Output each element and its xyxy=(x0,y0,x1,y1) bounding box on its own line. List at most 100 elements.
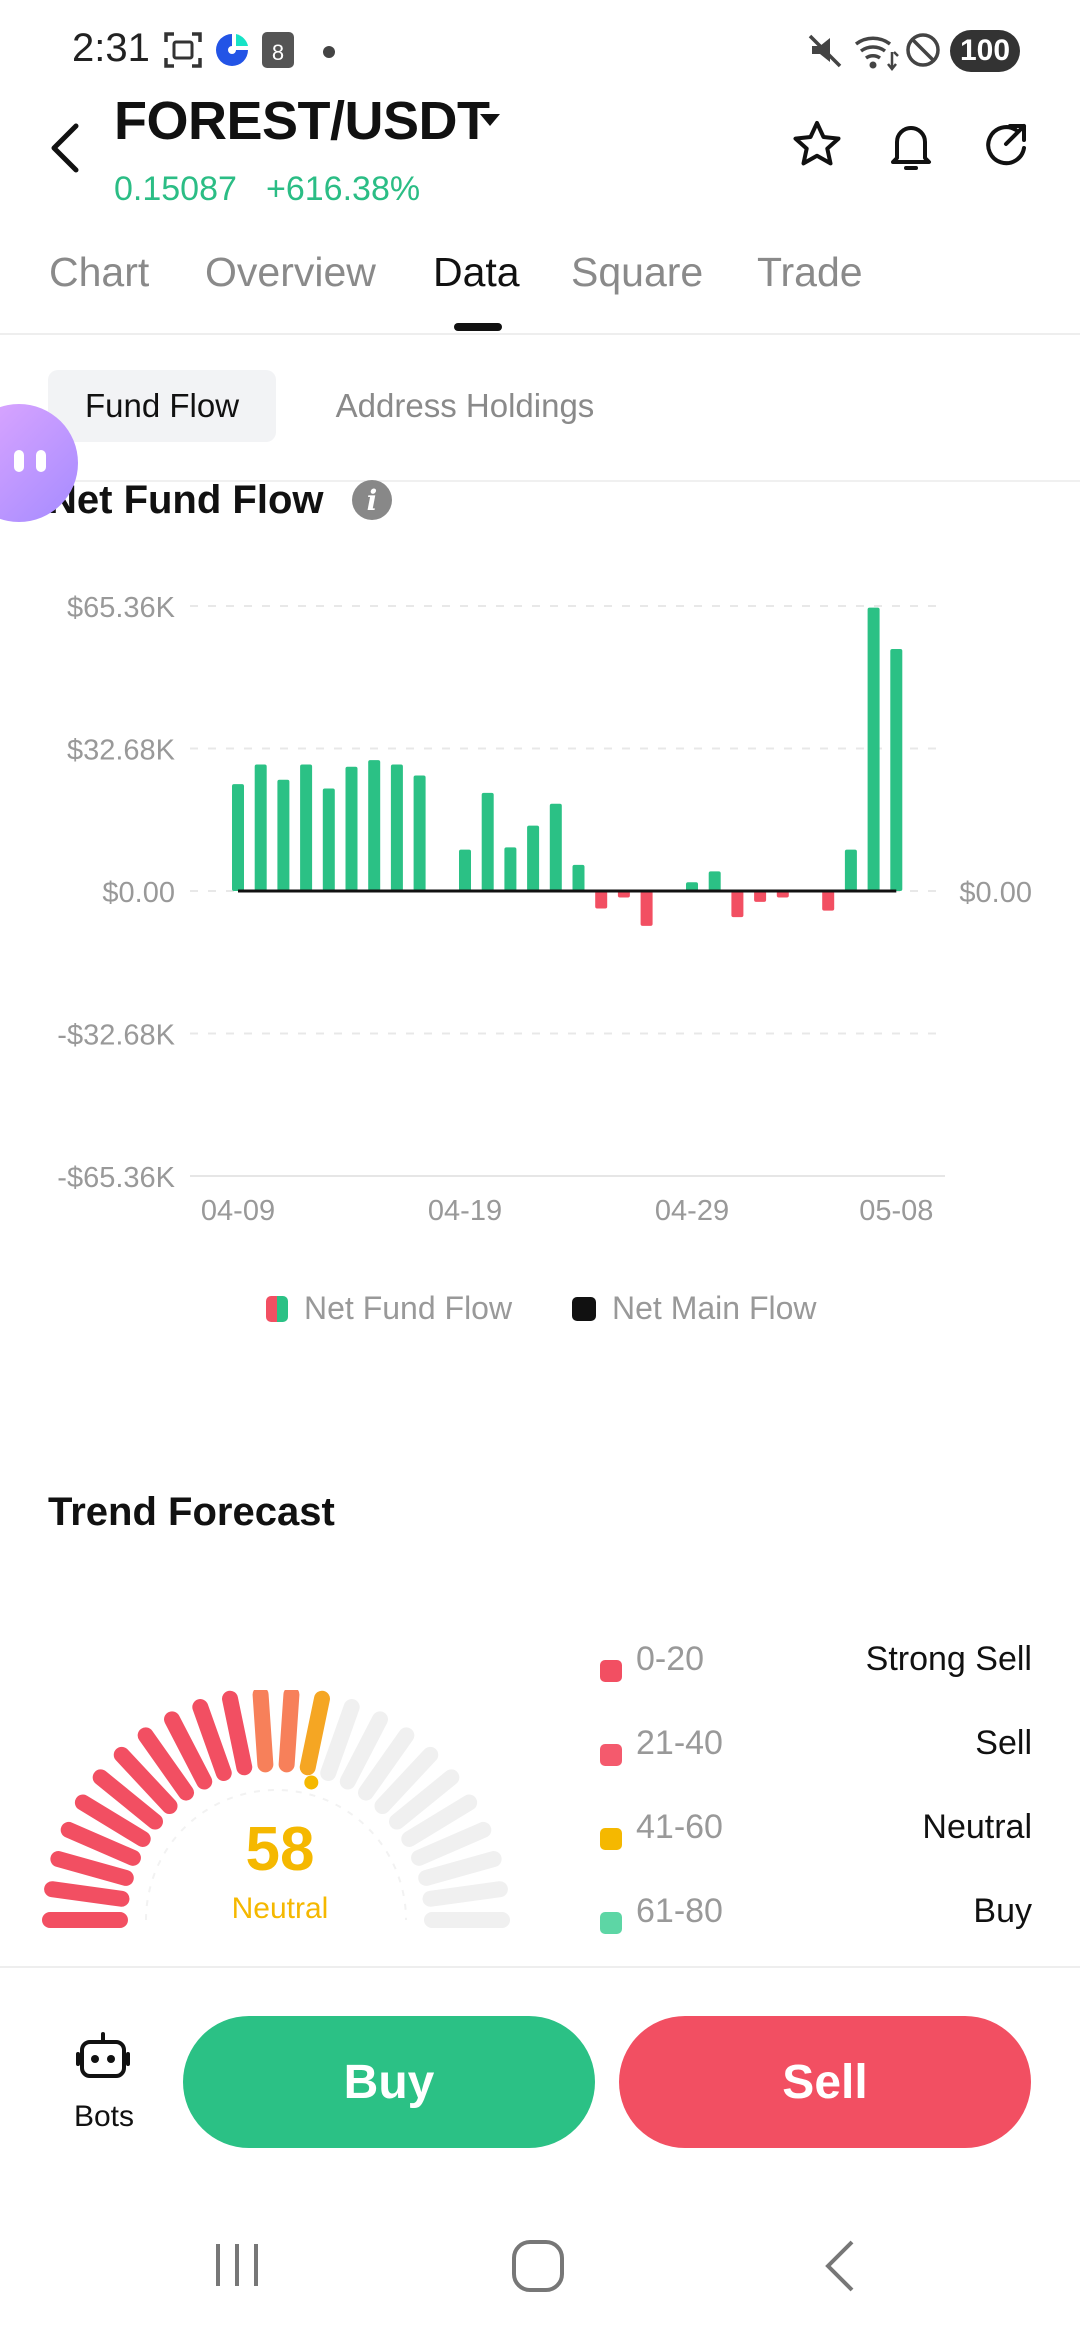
bar-05-01[interactable] xyxy=(731,891,744,918)
bar-05-03[interactable] xyxy=(776,891,789,898)
active-tab-indicator xyxy=(454,323,502,331)
y-tick-label: $65.36K xyxy=(67,592,176,624)
gauge-inner-arc xyxy=(145,1789,407,1921)
notification-dot xyxy=(323,46,335,58)
trend-gauge xyxy=(42,1690,510,1928)
status-bar: 2:31 8 100 xyxy=(0,0,1080,100)
bar-04-09[interactable] xyxy=(232,784,244,891)
info-icon[interactable]: i xyxy=(352,480,392,520)
gauge-tick xyxy=(192,1699,232,1782)
subtab-fund-flow[interactable]: Fund Flow xyxy=(48,370,276,442)
gauge-tick xyxy=(164,1711,213,1790)
bar-04-21[interactable] xyxy=(504,847,517,891)
gauge-tick xyxy=(320,1699,360,1782)
gauge-tick xyxy=(44,1881,130,1907)
tab-data[interactable]: Data xyxy=(433,249,520,295)
bar-04-23[interactable] xyxy=(549,803,562,891)
recent-apps-icon[interactable] xyxy=(212,2240,262,2290)
x-tick-label: 04-19 xyxy=(428,1195,502,1227)
tab-trade[interactable]: Trade xyxy=(757,249,863,295)
trend-score: 58 xyxy=(245,1815,315,1884)
home-icon[interactable] xyxy=(510,2238,566,2294)
legend-label-net-main-flow: Net Main Flow xyxy=(612,1290,817,1326)
range-rating: Neutral xyxy=(922,1808,1032,1846)
bar-04-29[interactable] xyxy=(686,882,698,891)
gauge-tick xyxy=(222,1690,253,1776)
share-icon[interactable] xyxy=(980,118,1034,172)
gauge-tick xyxy=(418,1851,502,1886)
bar-04-12[interactable] xyxy=(300,764,313,891)
net-fund-flow-chart: $65.36K $32.68K $0.00 -$32.68K -$65.36K $0.00… xyxy=(57,592,1032,1227)
legend-net-main-flow[interactable]: Net Main Flow xyxy=(572,1290,817,1327)
bar-04-22[interactable] xyxy=(527,825,540,891)
range-rating: Sell xyxy=(975,1724,1032,1762)
y-tick-label: $0.00 xyxy=(102,877,175,909)
trend-rating: Neutral xyxy=(231,1892,329,1925)
legend-label-net-fund-flow: Net Fund Flow xyxy=(304,1290,513,1326)
bar-04-20[interactable] xyxy=(481,792,494,891)
sell-button[interactable]: Sell xyxy=(619,2016,1031,2148)
main-tabs: Chart Overview Data Square Trade xyxy=(0,245,1080,335)
range-value: 61-80 xyxy=(636,1892,723,1930)
x-tick-label: 05-08 xyxy=(859,1195,933,1227)
tab-overview[interactable]: Overview xyxy=(205,249,376,295)
range-rating: Strong Sell xyxy=(865,1640,1032,1678)
gauge-tick xyxy=(252,1690,274,1773)
pair-title[interactable]: FOREST/USDT xyxy=(114,91,490,151)
tab-chart[interactable]: Chart xyxy=(49,249,150,295)
range-value: 41-60 xyxy=(636,1808,723,1846)
range-swatch xyxy=(600,1828,622,1850)
bar-05-05[interactable] xyxy=(822,891,835,911)
bar-04-25[interactable] xyxy=(595,891,608,909)
bar-04-13[interactable] xyxy=(322,788,335,891)
bots-label[interactable]: Bots xyxy=(73,2100,135,2133)
right-axis-tick-label: $0.00 xyxy=(959,877,1032,909)
gauge-tick xyxy=(74,1794,151,1847)
bar-05-02[interactable] xyxy=(754,891,767,902)
bar-04-15[interactable] xyxy=(368,760,381,891)
bar-04-14[interactable] xyxy=(345,766,358,891)
gauge-tick xyxy=(137,1727,195,1801)
gauge-tick xyxy=(339,1711,388,1790)
buy-button[interactable]: Buy xyxy=(183,2016,595,2148)
bar-04-10[interactable] xyxy=(254,764,267,891)
gauge-tick xyxy=(278,1690,300,1773)
bar-05-08[interactable] xyxy=(890,648,903,891)
bar-04-27[interactable] xyxy=(640,891,653,926)
tab-square[interactable]: Square xyxy=(571,249,704,295)
gauge-tick xyxy=(401,1794,478,1847)
range-swatch xyxy=(600,1744,622,1766)
trend-forecast-title: Trend Forecast xyxy=(48,1490,335,1534)
back-icon[interactable] xyxy=(46,120,86,176)
bar-04-17[interactable] xyxy=(413,775,426,891)
gauge-tick xyxy=(389,1769,460,1830)
system-nav-bar xyxy=(0,2200,1080,2340)
calendar-badge: 8 xyxy=(271,40,285,65)
bar-05-06[interactable] xyxy=(844,849,857,891)
status-time: 2:31 xyxy=(72,26,150,70)
range-value: 0-20 xyxy=(636,1640,705,1678)
price-change: +616.38% xyxy=(266,170,421,208)
subtab-address-holdings[interactable]: Address Holdings xyxy=(335,387,595,424)
bar-04-16[interactable] xyxy=(390,764,403,891)
bar-04-19[interactable] xyxy=(459,849,471,891)
bar-04-30[interactable] xyxy=(708,871,721,891)
range-value: 21-40 xyxy=(636,1724,723,1762)
bar-04-11[interactable] xyxy=(277,779,290,891)
gauge-tick xyxy=(357,1727,415,1801)
range-swatch xyxy=(600,1660,622,1682)
bell-icon[interactable] xyxy=(884,118,938,174)
y-tick-label: $32.68K xyxy=(67,735,176,767)
star-icon[interactable] xyxy=(790,118,844,172)
battery-indicator: 100 xyxy=(950,30,1020,72)
nav-back-icon[interactable] xyxy=(820,2238,860,2294)
bar-04-24[interactable] xyxy=(572,864,585,891)
legend-swatch-net-fund-flow xyxy=(266,1295,288,1322)
net-fund-flow-title: Net Fund Flow xyxy=(48,478,324,522)
bar-04-26[interactable] xyxy=(617,891,630,898)
robot-icon[interactable] xyxy=(76,2030,130,2084)
section-divider xyxy=(0,480,1080,482)
bar-05-07[interactable] xyxy=(867,607,880,891)
chevron-down-icon[interactable] xyxy=(478,112,502,128)
legend-net-fund-flow[interactable]: Net Fund Flow xyxy=(266,1290,512,1327)
